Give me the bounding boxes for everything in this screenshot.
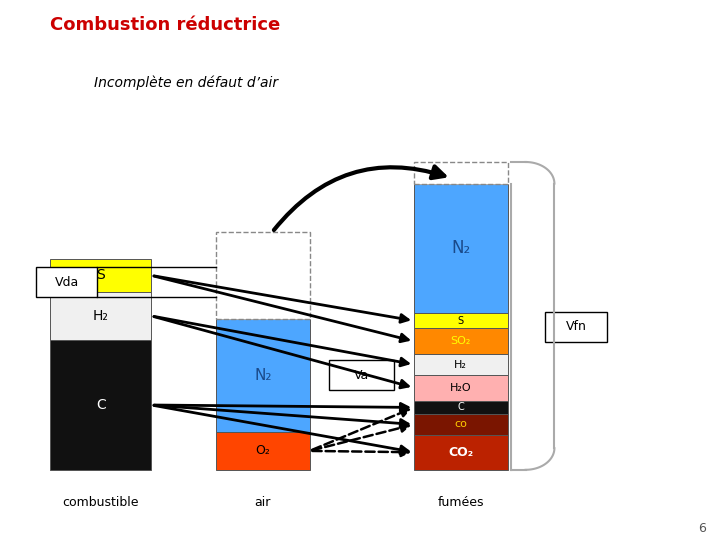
Bar: [414, 162, 508, 184]
Text: 6: 6: [698, 522, 706, 535]
Bar: [216, 232, 310, 319]
Text: H₂O: H₂O: [450, 383, 472, 393]
Bar: [36, 267, 97, 297]
Bar: [329, 361, 395, 390]
Text: combustible: combustible: [63, 496, 139, 509]
Text: N₂: N₂: [451, 239, 470, 258]
Bar: [546, 312, 606, 342]
Bar: [414, 375, 508, 401]
Text: H₂: H₂: [454, 360, 467, 369]
Text: Va: Va: [354, 369, 369, 382]
Text: H₂: H₂: [93, 309, 109, 323]
Bar: [50, 259, 151, 292]
Text: S: S: [96, 268, 105, 282]
Bar: [414, 401, 508, 414]
Text: SO₂: SO₂: [451, 336, 471, 346]
Bar: [414, 328, 508, 354]
Text: Vda: Vda: [55, 275, 78, 289]
Bar: [216, 432, 310, 470]
Text: C: C: [96, 398, 106, 412]
Bar: [50, 292, 151, 340]
Text: Combustion réductrice: Combustion réductrice: [50, 16, 281, 34]
Bar: [216, 319, 310, 432]
Text: fumées: fumées: [438, 496, 484, 509]
Text: CO₂: CO₂: [449, 446, 473, 459]
Text: Vfn: Vfn: [566, 320, 586, 333]
Bar: [414, 435, 508, 470]
Text: Incomplète en défaut d’air: Incomplète en défaut d’air: [94, 76, 278, 90]
Bar: [414, 414, 508, 435]
Bar: [50, 340, 151, 470]
Text: O₂: O₂: [256, 444, 270, 457]
Text: C: C: [457, 402, 464, 413]
Text: air: air: [255, 496, 271, 509]
Text: S: S: [458, 316, 464, 326]
Bar: [414, 354, 508, 375]
Text: co: co: [454, 420, 467, 429]
Bar: [414, 184, 508, 313]
Bar: [414, 313, 508, 328]
Text: N₂: N₂: [254, 368, 271, 383]
